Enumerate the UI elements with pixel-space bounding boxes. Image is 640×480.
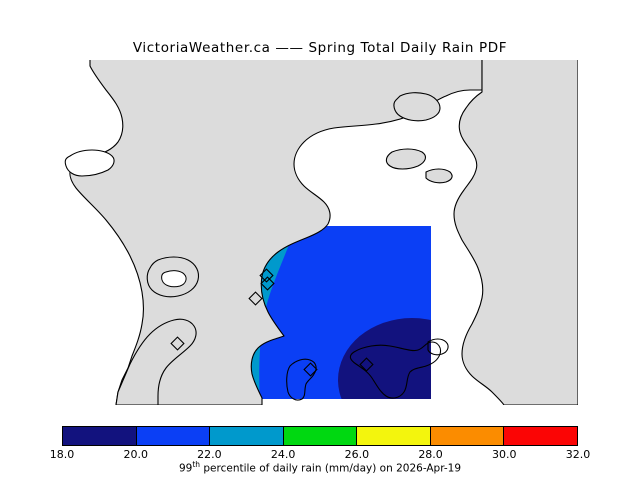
station-marker-4[interactable] <box>259 268 274 283</box>
map-plot-area[interactable] <box>62 60 578 405</box>
colorbar-caption: 99th percentile of daily rain (mm/day) o… <box>0 460 640 475</box>
colorbar-band-1[interactable] <box>135 427 210 445</box>
coast-outline-se-tip <box>427 338 449 356</box>
coast-outline-se-inlet <box>349 341 442 399</box>
colorbar-tick-4: 26.0 <box>344 448 370 461</box>
colorbar-tick-3: 24.0 <box>270 448 296 461</box>
land-peninsula-sw <box>115 318 197 405</box>
colorbar-band-6[interactable] <box>503 427 578 445</box>
colorbar-band-4[interactable] <box>356 427 430 445</box>
land-mainland <box>453 60 578 405</box>
station-marker-6[interactable] <box>359 357 374 372</box>
caption-text: percentile of daily rain (mm/day) on 202… <box>200 462 462 475</box>
colorbar-tick-6: 30.0 <box>492 448 517 461</box>
land-inlet-notch-west <box>64 149 115 177</box>
colorbar-bands[interactable] <box>62 426 578 446</box>
colorbar-tick-1: 20.0 <box>123 448 148 461</box>
colorbar-tick-2: 22.0 <box>197 448 222 461</box>
station-markers[interactable] <box>170 268 374 377</box>
page-title: VictoriaWeather.ca —— Spring Total Daily… <box>132 40 508 56</box>
station-marker-3[interactable] <box>248 291 263 306</box>
colorbar-tick-labels: 18.0 20.0 22.0 24.0 26.0 28.0 30.0 32.0 <box>50 448 591 462</box>
colorbar-band-3[interactable] <box>282 427 357 445</box>
colorbar[interactable] <box>62 426 578 446</box>
land-island-central <box>286 358 317 401</box>
land-island-ne-1 <box>393 92 441 122</box>
map-canvas <box>62 60 578 405</box>
colorbar-tick-7: 32.0 <box>565 448 591 461</box>
colorbar-band-2[interactable] <box>209 427 283 445</box>
colorbar-band-0[interactable] <box>63 427 136 445</box>
colorbar-tick-0: 18.0 <box>49 448 75 461</box>
caption-value: 99 <box>178 462 193 475</box>
land-island-ne-2 <box>385 148 427 170</box>
colorbar-band-5[interactable] <box>429 427 504 445</box>
station-marker-1[interactable] <box>170 336 185 351</box>
colorbar-tick-5: 28.0 <box>418 448 443 461</box>
land-bay-notch <box>161 270 187 288</box>
caption-ordinal-suffix: th <box>192 460 201 469</box>
land-island-ne-3 <box>425 168 453 184</box>
station-marker-5[interactable] <box>303 362 318 377</box>
